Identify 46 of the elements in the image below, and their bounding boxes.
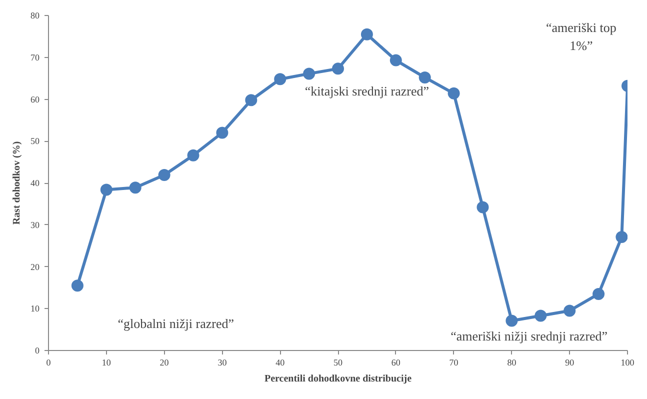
x-tick-label: 10 — [102, 358, 112, 368]
annotation: “ameriški top 1%” — [546, 20, 616, 53]
point — [418, 71, 431, 84]
y-tick-label: 80 — [30, 10, 40, 20]
annotation: “globalni nižji razred” — [118, 316, 234, 331]
x-axis-title: Percentili dohodkovne distribucije — [264, 374, 412, 384]
annotation: “ameriški nižji srednji razred” — [450, 328, 608, 344]
y-tick-label: 0 — [35, 346, 40, 356]
point — [274, 73, 286, 86]
point — [332, 62, 344, 75]
point — [592, 288, 605, 300]
point — [564, 304, 576, 317]
y-tick-label: 60 — [30, 94, 40, 104]
y-tick-label: 50 — [30, 136, 40, 146]
point — [390, 54, 402, 66]
y-tick-label: 10 — [30, 304, 40, 314]
y-tick-label: 40 — [30, 178, 40, 188]
y-tick-label: 20 — [30, 262, 40, 272]
x-tick-label: 20 — [160, 358, 170, 368]
point — [129, 182, 142, 194]
point — [534, 310, 547, 322]
x-tick-label: 70 — [449, 358, 459, 368]
x-tick-label: 50 — [334, 358, 343, 368]
x-tick-label: 90 — [565, 358, 575, 368]
point — [616, 231, 628, 244]
x-tick-label: 80 — [507, 358, 517, 368]
point — [216, 126, 228, 139]
point — [245, 94, 258, 106]
y-tick-label: 30 — [30, 220, 40, 230]
x-tick-label: 0 — [46, 358, 52, 368]
point — [187, 149, 200, 162]
y-axis-title: Rast dohodkov (%) — [12, 141, 22, 225]
x-tick-label: 30 — [218, 358, 228, 368]
x-tick-label: 60 — [391, 358, 401, 368]
annotation: “kitajski srednji razred” — [304, 83, 430, 98]
point — [71, 280, 84, 292]
x-tick-label: 100 — [620, 358, 635, 368]
point — [360, 28, 373, 40]
point — [100, 184, 112, 196]
point — [506, 314, 518, 327]
point — [476, 201, 489, 214]
point — [303, 68, 316, 80]
point — [158, 169, 170, 182]
y-tick-label: 70 — [30, 52, 40, 62]
x-tick-label: 40 — [276, 358, 286, 368]
point — [448, 87, 460, 100]
